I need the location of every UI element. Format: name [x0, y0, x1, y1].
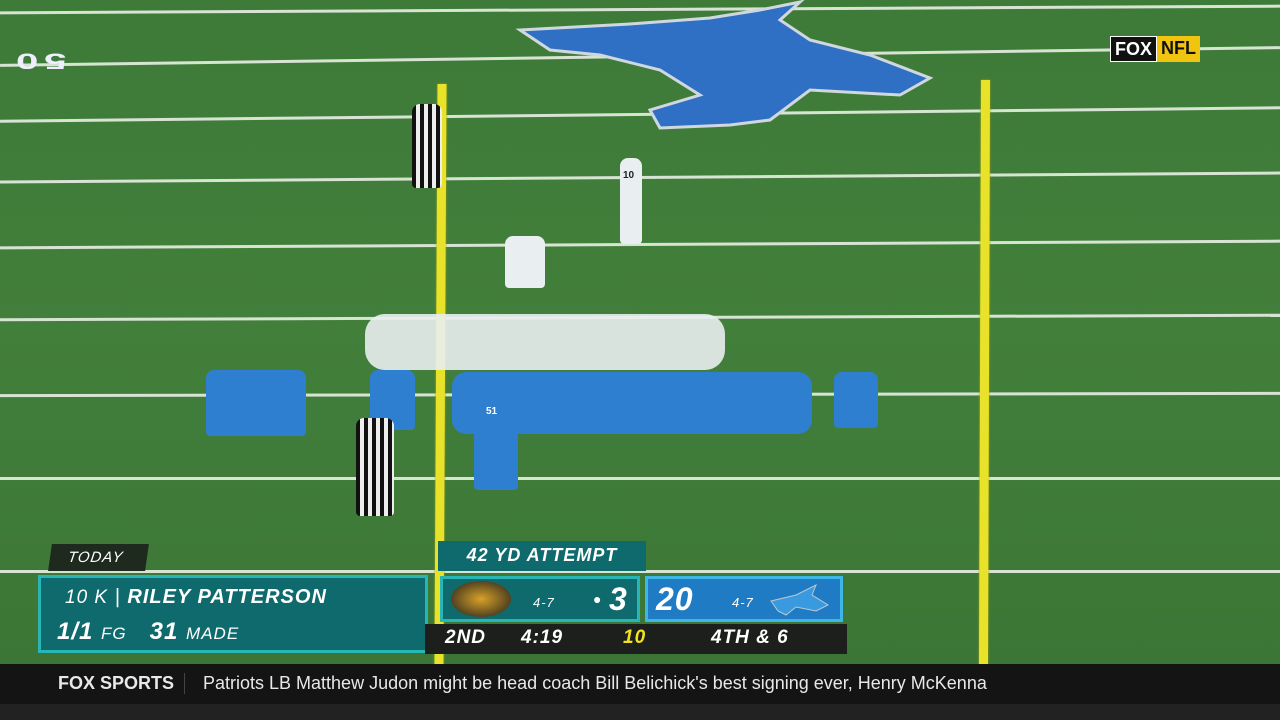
- lions-logo-midfield: [515, 0, 934, 130]
- yard-number: 50: [10, 48, 67, 73]
- fg-label: FG: [101, 624, 127, 643]
- play-clock: 10: [623, 627, 647, 648]
- fox-nfl-logo: FOX NFL: [1110, 36, 1201, 62]
- away-record: 4-7: [533, 595, 555, 610]
- away-team-score: 4-7 ● 3: [440, 576, 640, 622]
- ticker-headline: Patriots LB Matthew Judon might be head …: [203, 673, 987, 693]
- goalpost-right: [978, 79, 991, 665]
- quarter: 2ND: [445, 627, 487, 648]
- lions-defender: [206, 370, 306, 436]
- player-number-position: 10 K: [65, 587, 109, 608]
- possession-indicator: ●: [593, 591, 603, 607]
- jaguars-line: [365, 314, 725, 370]
- holder: [505, 236, 545, 288]
- game-status-bar: 2ND 4:19 10 4TH & 6: [425, 624, 847, 654]
- jaguars-logo: [451, 581, 511, 617]
- player-stats-panel: 10 K | RILEY PATTERSON 1/1 FG 31 MADE: [38, 575, 428, 653]
- ticker-bottom-bar: [0, 704, 1280, 720]
- today-label: TODAY: [48, 544, 149, 571]
- referee: [412, 104, 442, 188]
- situation-banner: 42 YD ATTEMPT: [438, 541, 646, 571]
- down-and-distance: 4TH & 6: [711, 627, 789, 648]
- lions-logo: [770, 583, 830, 616]
- home-score: 20: [656, 581, 694, 617]
- lions-defender: [834, 372, 878, 428]
- home-team-score: 20 4-7: [645, 576, 843, 622]
- ticker-brand: FOX SPORTS: [58, 673, 186, 694]
- away-score: 3: [609, 581, 628, 617]
- kicker: 10: [620, 158, 642, 244]
- yard-line: [0, 477, 1280, 480]
- umpire: [356, 418, 394, 516]
- home-record: 4-7: [732, 595, 754, 610]
- fg-stat: 1/1: [57, 618, 94, 645]
- yard-line: [0, 570, 1280, 573]
- lions-player-51: 51: [474, 386, 518, 490]
- news-ticker: FOX SPORTS Patriots LB Matthew Judon mig…: [0, 664, 1280, 704]
- player-name: RILEY PATTERSON: [127, 586, 327, 608]
- game-clock: 4:19: [521, 627, 564, 648]
- long-label: MADE: [186, 624, 240, 643]
- long-stat: 31: [149, 618, 179, 645]
